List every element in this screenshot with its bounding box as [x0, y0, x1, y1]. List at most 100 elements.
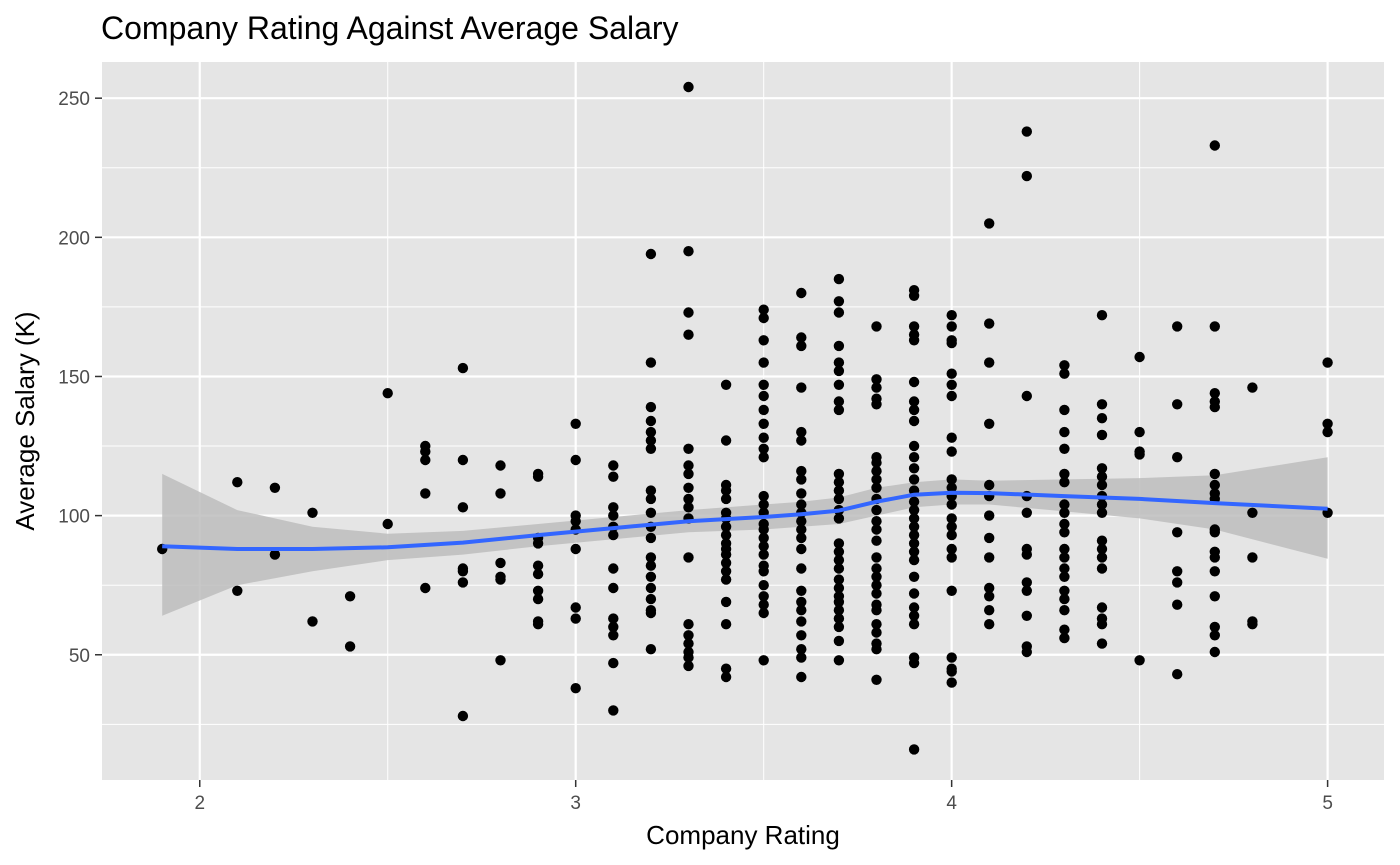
data-point — [457, 577, 469, 588]
data-point — [720, 549, 732, 560]
data-point — [908, 521, 920, 532]
data-point — [946, 482, 957, 493]
data-point — [457, 566, 469, 577]
data-point — [871, 465, 882, 477]
data-point — [871, 382, 882, 393]
data-point — [871, 571, 882, 582]
data-point — [1059, 404, 1070, 416]
data-point — [796, 652, 807, 663]
data-point — [796, 543, 807, 555]
data-point — [683, 652, 694, 663]
data-point — [532, 538, 544, 549]
data-point — [946, 474, 957, 485]
data-point — [984, 582, 995, 594]
data-point — [833, 493, 845, 505]
data-point — [1096, 552, 1108, 563]
data-point — [608, 460, 619, 471]
data-point — [570, 543, 581, 555]
data-point — [1096, 619, 1108, 630]
data-point — [1096, 310, 1108, 321]
data-points — [157, 81, 1333, 755]
data-point — [532, 471, 544, 482]
data-point — [1021, 170, 1032, 182]
data-point — [796, 332, 807, 343]
data-point — [645, 607, 657, 619]
data-point — [1209, 479, 1221, 491]
data-point — [1059, 563, 1070, 574]
data-point — [720, 485, 732, 496]
data-point — [683, 482, 694, 493]
data-point — [833, 379, 845, 390]
data-point — [758, 379, 769, 390]
data-point — [984, 591, 995, 602]
data-point — [871, 524, 882, 535]
data-point — [683, 552, 694, 563]
data-point — [420, 488, 431, 499]
data-point — [1096, 543, 1108, 555]
data-point — [1059, 527, 1070, 538]
data-point — [1209, 388, 1221, 399]
data-point — [1096, 429, 1108, 441]
data-point — [871, 552, 882, 563]
data-point — [645, 401, 657, 413]
data-point — [871, 457, 882, 468]
data-point — [758, 591, 769, 602]
data-point — [1059, 507, 1070, 518]
data-point — [1059, 426, 1070, 438]
data-point — [532, 619, 544, 630]
data-point — [1096, 563, 1108, 574]
y-axis-ticks: 50 100 150 200 250 — [58, 89, 102, 667]
data-point — [871, 399, 882, 410]
data-point — [608, 529, 619, 541]
data-point — [796, 524, 807, 535]
data-point — [833, 307, 845, 318]
data-point — [1134, 426, 1145, 438]
data-point — [645, 485, 657, 496]
data-point — [796, 287, 807, 299]
data-point — [307, 616, 318, 627]
data-point — [420, 454, 431, 466]
data-point — [796, 499, 807, 510]
data-point — [796, 435, 807, 446]
data-point — [495, 488, 506, 499]
data-point — [1172, 577, 1183, 588]
data-point — [946, 585, 957, 596]
data-point — [871, 535, 882, 546]
data-point — [1247, 382, 1258, 393]
data-point — [683, 638, 694, 649]
data-point — [344, 591, 356, 602]
y-tick-label: 50 — [69, 646, 90, 667]
data-point — [908, 396, 920, 407]
data-point — [833, 574, 845, 585]
data-point — [758, 599, 769, 610]
data-point — [645, 560, 657, 571]
data-point — [946, 543, 957, 555]
data-point — [495, 557, 506, 569]
data-point — [908, 474, 920, 485]
data-point — [871, 605, 882, 616]
data-point — [1021, 646, 1032, 658]
data-point — [1247, 619, 1258, 630]
data-point — [720, 521, 732, 532]
x-tick-label: 2 — [194, 793, 205, 814]
data-point — [833, 621, 845, 633]
data-point — [457, 710, 469, 722]
data-point — [1096, 479, 1108, 491]
data-point — [796, 596, 807, 608]
data-point — [796, 488, 807, 499]
data-point — [833, 538, 845, 549]
data-point — [683, 468, 694, 480]
data-point — [1134, 351, 1145, 363]
data-point — [645, 415, 657, 427]
data-point — [495, 460, 506, 471]
data-point — [457, 502, 469, 513]
data-point — [1059, 571, 1070, 582]
data-point — [833, 404, 845, 416]
data-point — [871, 321, 882, 332]
data-point — [946, 432, 957, 443]
data-point — [946, 521, 957, 532]
data-point — [495, 655, 506, 666]
data-point — [908, 321, 920, 332]
data-point — [570, 602, 581, 613]
data-point — [645, 493, 657, 505]
